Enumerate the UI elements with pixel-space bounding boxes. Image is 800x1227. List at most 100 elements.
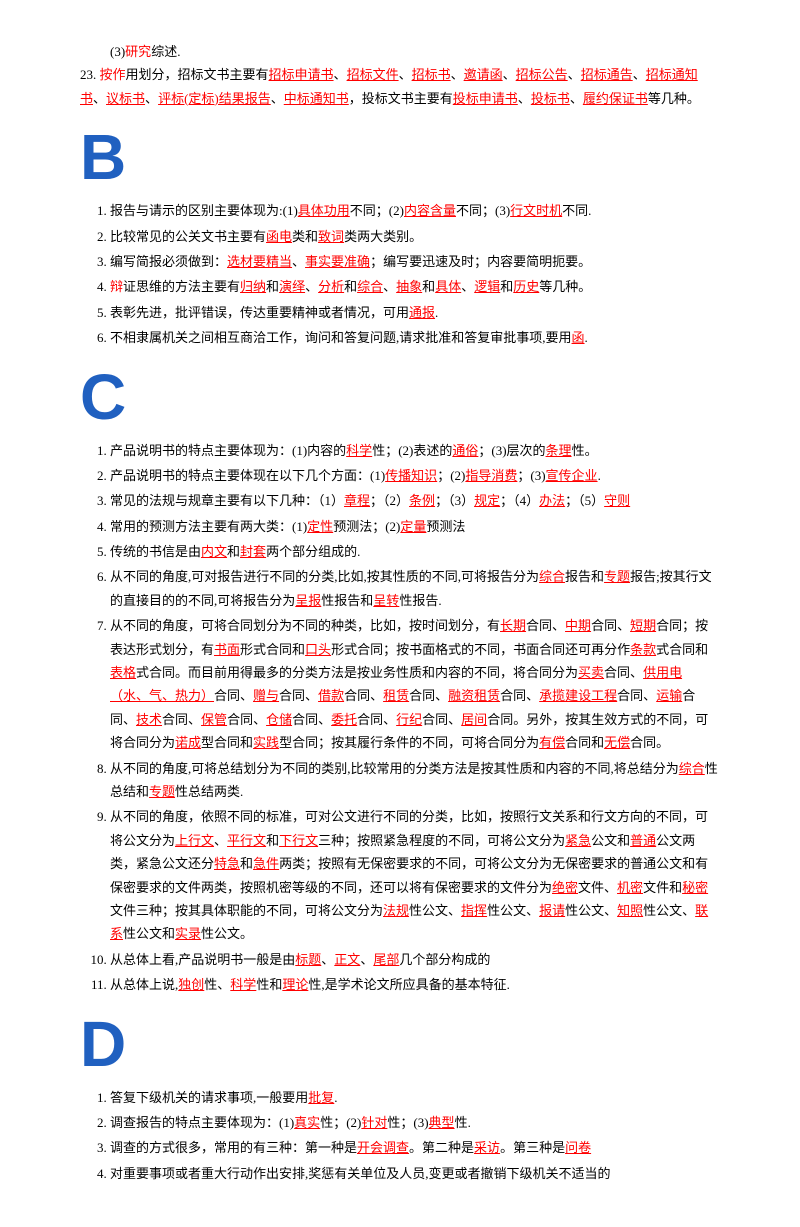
t: 公文和	[591, 833, 630, 848]
t: 、	[399, 67, 412, 82]
t: 和	[266, 279, 279, 294]
c-item-4: 常用的预测方法主要有两大类：(1)定性预测法；(2)定量预测法	[110, 515, 720, 538]
t: 、	[321, 952, 334, 967]
t: 用划分，招标文书主要有	[126, 67, 269, 82]
t: 正文	[334, 952, 360, 967]
d-item-3: 调查的方式很多，常用的有三种：第一种是开会调查。第二种是采访。第三种是问卷	[110, 1136, 720, 1159]
t: 有偿	[539, 735, 565, 750]
t: 条例	[409, 493, 435, 508]
t: 投标书	[531, 91, 570, 106]
t: 赠与	[253, 688, 279, 703]
t: .	[435, 305, 438, 320]
t: 理论	[282, 977, 308, 992]
t: 典型	[429, 1115, 455, 1130]
t: 报告和	[565, 569, 604, 584]
t: 综合	[539, 569, 565, 584]
t: 性和	[256, 977, 282, 992]
t: 招标申请书	[269, 67, 334, 82]
t: 和	[240, 856, 253, 871]
list-D: 答复下级机关的请求事项,一般要用批复. 调查报告的特点主要体现为：(1)真实性；…	[80, 1086, 720, 1186]
t: 、	[271, 91, 284, 106]
t: ；（5）	[565, 493, 604, 508]
t: 知照	[617, 903, 643, 918]
t: 短期	[630, 618, 656, 633]
t: 性；(2)	[320, 1115, 361, 1130]
t: 表彰先进，批评错误，传达重要精神或者情况，可用	[110, 305, 409, 320]
t: 法规	[383, 903, 409, 918]
t: 定量	[400, 519, 426, 534]
t: 文件和	[643, 880, 682, 895]
t: 、	[305, 279, 318, 294]
t: 投标申请书	[453, 91, 518, 106]
t: 和	[422, 279, 435, 294]
t: 、	[568, 67, 581, 82]
t: 预测法	[426, 519, 465, 534]
t: 普通	[630, 833, 656, 848]
t: 内文	[201, 544, 227, 559]
t: 合同、	[500, 688, 539, 703]
c-item-5: 传统的书信是由内文和封套两个部分组成的.	[110, 540, 720, 563]
t: 标题	[295, 952, 321, 967]
t: 买卖	[578, 665, 604, 680]
t: 评标(定标)结果报告	[158, 91, 271, 106]
t: 独创	[178, 977, 204, 992]
t: ；（4）	[500, 493, 539, 508]
t: 、	[214, 833, 227, 848]
t: 、	[633, 67, 646, 82]
t: 通俗	[452, 443, 478, 458]
t: 形式合同和	[240, 642, 305, 657]
t: 合同和	[565, 735, 604, 750]
t: 招标公告	[516, 67, 568, 82]
t: ；(3)	[517, 468, 545, 483]
t: ；（3）	[435, 493, 474, 508]
t: 章程	[344, 493, 370, 508]
c-item-11: 从总体上说,独创性、科学性和理论性,是学术论文所应具备的基本特征.	[110, 973, 720, 996]
t: 平行文	[227, 833, 266, 848]
t: 、	[383, 279, 396, 294]
b-item-5: 表彰先进，批评错误，传达重要精神或者情况，可用通报.	[110, 301, 720, 324]
t: 宣传企业	[546, 468, 598, 483]
t: 、	[93, 91, 106, 106]
t: 封套	[240, 544, 266, 559]
t: 性公文、	[409, 903, 461, 918]
t: .	[598, 468, 601, 483]
t: 邀请函	[464, 67, 503, 82]
t: 借款	[318, 688, 344, 703]
t: 逻辑	[474, 279, 500, 294]
t: .	[334, 1090, 337, 1105]
t: 问卷	[565, 1140, 591, 1155]
t: 产品说明书的特点主要体现在以下几个方面：(1)	[110, 468, 385, 483]
t: 书面	[214, 642, 240, 657]
t: 历史	[513, 279, 539, 294]
t: 报告与请示的区别主要体现为:(1)	[110, 203, 298, 218]
t: 证思维的方法主要有	[123, 279, 240, 294]
t: 合同、	[409, 688, 448, 703]
t: 不同.	[562, 203, 591, 218]
t: 从总体上说,	[110, 977, 178, 992]
t: 通报	[409, 305, 435, 320]
t: 合同、	[604, 665, 643, 680]
t: 议标书	[106, 91, 145, 106]
section-B: B	[80, 125, 720, 189]
t: 具体功用	[298, 203, 350, 218]
t: 和	[227, 544, 240, 559]
t: 真实	[294, 1115, 320, 1130]
pre-line1-r: 研究	[125, 44, 151, 59]
t: 和	[344, 279, 357, 294]
list-B: 报告与请示的区别主要体现为:(1)具体功用不同；(2)内容含量不同；(3)行文时…	[80, 199, 720, 349]
t: 性公文、	[487, 903, 539, 918]
t: 不相隶属机关之间相互商洽工作，询问和答复问题,请求批准和答复审批事项,要用	[110, 330, 572, 345]
t: 。第三种是	[500, 1140, 565, 1155]
d-item-4: 对重要事项或者重大行动作出安排,奖惩有关单位及人员,变更或者撤销下级机关不适当的	[110, 1162, 720, 1185]
t: 指导消费	[465, 468, 517, 483]
t: 科学	[230, 977, 256, 992]
t: 呈报	[295, 593, 321, 608]
t: 内容含量	[404, 203, 456, 218]
t: 招标文件	[347, 67, 399, 82]
t: 函	[572, 330, 585, 345]
t: 具体	[435, 279, 461, 294]
t: 形式合同；按书面格式的不同，书面合同还可再分作	[331, 642, 630, 657]
t: 等几种。	[539, 279, 591, 294]
b-item-1: 报告与请示的区别主要体现为:(1)具体功用不同；(2)内容含量不同；(3)行文时…	[110, 199, 720, 222]
t: 事实要准确	[305, 254, 370, 269]
